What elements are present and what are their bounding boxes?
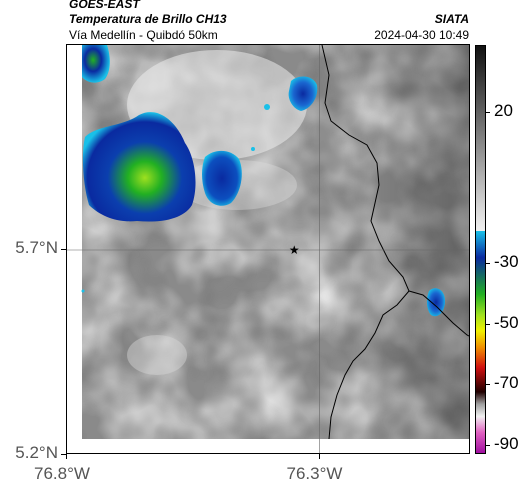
department-border xyxy=(408,290,469,337)
convective-cell-main xyxy=(82,112,196,222)
convective-cell-northwest xyxy=(82,45,110,83)
y-tick-mark xyxy=(61,454,66,455)
y-tick-mark xyxy=(61,249,66,250)
colorbar-tick-mark xyxy=(486,444,490,446)
colorbar-tick-label: -70 xyxy=(494,373,519,393)
agency-title: GOES-EAST xyxy=(69,0,140,11)
marker-layer: ★ xyxy=(289,243,300,257)
brand-label: SIATA xyxy=(434,12,469,26)
colorbar-tick-label: -90 xyxy=(494,433,519,453)
x-tick-label: 76.8°W xyxy=(34,464,90,483)
colorbar-tick-mark xyxy=(486,263,490,265)
colorbar-tick-mark xyxy=(486,323,490,325)
x-tick-label: 76.3°W xyxy=(286,464,343,483)
colorbar-tick-label: -30 xyxy=(494,252,519,272)
convective-cell-north xyxy=(288,76,318,111)
star-icon[interactable]: ★ xyxy=(289,243,300,257)
convective-cell-southeast xyxy=(426,288,445,317)
x-tick-mark xyxy=(318,454,320,459)
product-title: Temperatura de Brillo CH13 xyxy=(69,12,227,26)
colorbar-tick-mark xyxy=(486,111,490,113)
graticule xyxy=(67,45,469,453)
colorbar-tick-label: -50 xyxy=(494,312,519,332)
colorbar-tick-label: 20 xyxy=(494,100,513,120)
department-border xyxy=(321,45,410,440)
colorbar xyxy=(475,45,486,454)
y-tick-label: 5.2°N xyxy=(15,443,58,462)
convective-cell-east xyxy=(202,150,242,206)
colorbar-gradient xyxy=(476,46,485,453)
map-canvas: ★ xyxy=(67,45,469,453)
bright-patch xyxy=(127,335,187,375)
cloud-speck xyxy=(251,147,255,151)
satellite-map[interactable]: ★ xyxy=(66,44,470,454)
x-tick-mark xyxy=(66,454,67,459)
route-label: Vía Medellín - Quibdó 50km xyxy=(69,28,218,42)
colorbar-tick-mark xyxy=(486,384,490,386)
timestamp-label: 2024-04-30 10:49 xyxy=(374,28,469,42)
cloud-speck xyxy=(81,289,85,293)
cloud-speck xyxy=(264,104,270,110)
y-tick-label: 5.7°N xyxy=(15,238,58,257)
